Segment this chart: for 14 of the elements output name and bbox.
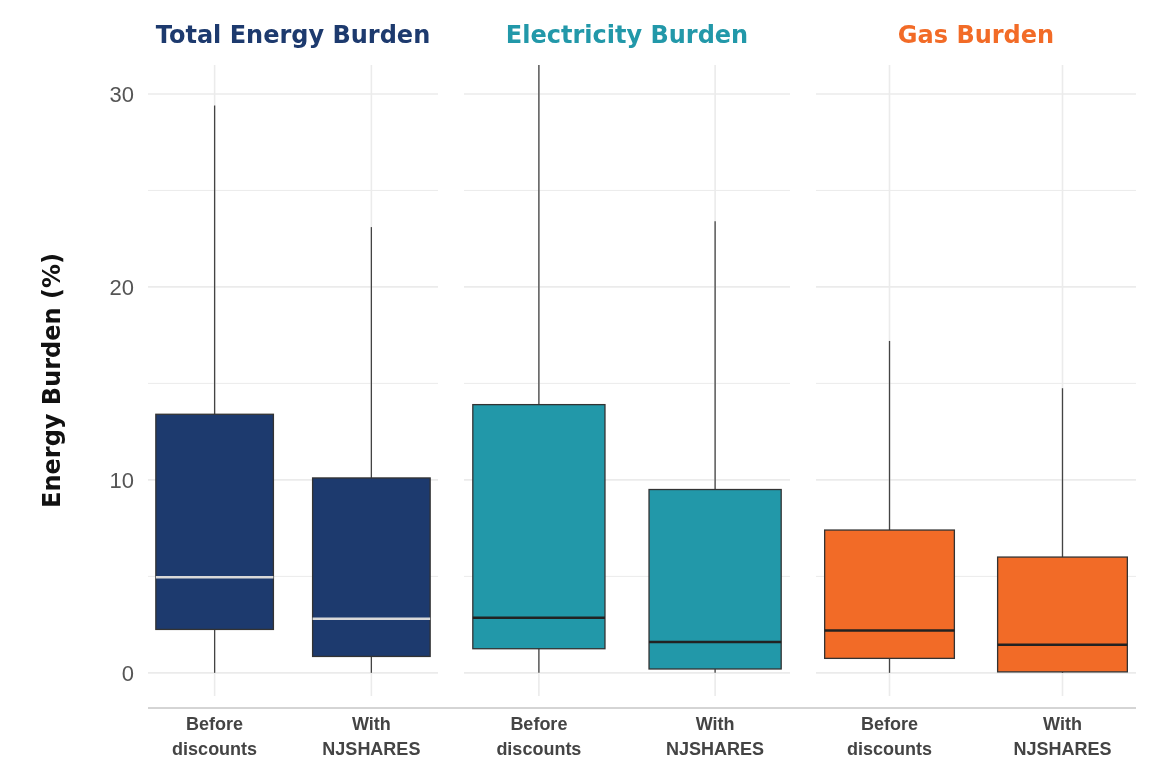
- x-tick-label: Before discounts: [172, 714, 258, 759]
- y-tick-label: 30: [109, 81, 134, 107]
- y-axis-title: Energy Burden (%): [38, 253, 66, 508]
- chart-title: Gas Burden: [897, 21, 1055, 49]
- y-tick-label: 0: [121, 660, 134, 686]
- chart-title: Electricity Burden: [505, 21, 749, 49]
- y-tick-label: 20: [109, 274, 134, 300]
- x-tick-label: Before discounts: [847, 714, 933, 759]
- x-tick-label: With NJSHARES: [322, 714, 421, 759]
- chart-title: Total Energy Burden: [155, 21, 431, 49]
- x-tick-label: With NJSHARES: [666, 714, 765, 759]
- x-tick-label: With NJSHARES: [1013, 714, 1112, 759]
- x-tick-label: Before discounts: [496, 714, 582, 759]
- y-tick-label: 10: [109, 467, 134, 493]
